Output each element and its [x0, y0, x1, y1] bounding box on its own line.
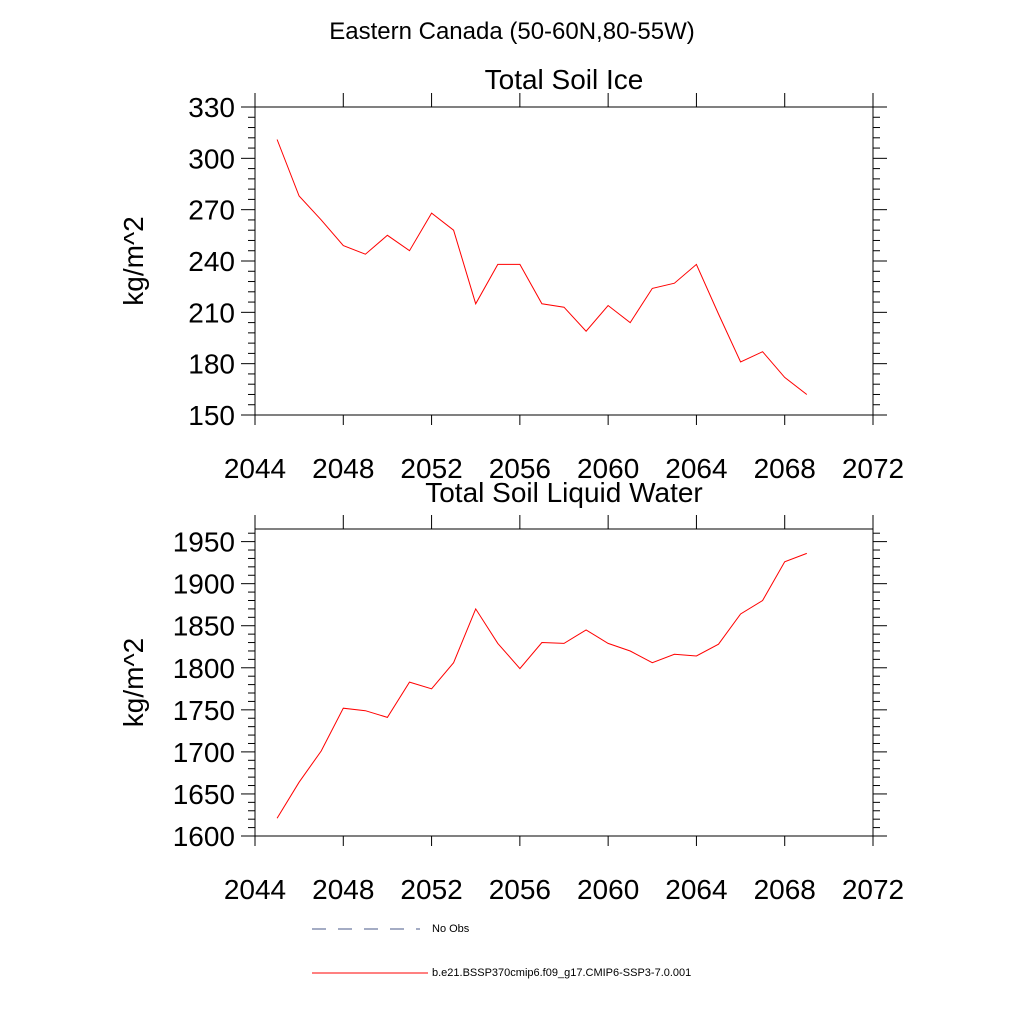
- chart-2-title: Total Soil Liquid Water: [425, 477, 703, 508]
- chart-2-x-tick-label: 2060: [577, 874, 639, 905]
- chart-1-y-tick-label: 210: [188, 297, 235, 328]
- chart-2-y-tick-label: 1700: [173, 737, 235, 768]
- chart-2-y-tick-label: 1900: [173, 569, 235, 600]
- chart-2-x-tick-label: 2048: [312, 874, 374, 905]
- figure-title: Eastern Canada (50-60N,80-55W): [0, 18, 1024, 46]
- chart-2-x-tick-label: 2064: [665, 874, 727, 905]
- chart-2-y-tick-label: 1850: [173, 611, 235, 642]
- chart-2-x-tick-label: 2068: [754, 874, 816, 905]
- chart-1-x-tick-label: 2048: [312, 453, 374, 484]
- chart-1-series-line: [277, 140, 807, 395]
- chart-1-y-tick-label: 330: [188, 92, 235, 123]
- chart-1-y-axis-label: kg/m^2: [118, 216, 149, 305]
- chart-1-title: Total Soil Ice: [485, 64, 644, 95]
- chart-2-y-tick-label: 1650: [173, 779, 235, 810]
- chart-2-x-tick-label: 2056: [489, 874, 551, 905]
- chart-2-series-line: [277, 553, 807, 818]
- chart-2-x-tick-label: 2052: [400, 874, 462, 905]
- chart-1-x-tick-label: 2044: [224, 453, 286, 484]
- chart-1-plot-frame: [255, 107, 873, 415]
- chart-2-y-tick-label: 1600: [173, 821, 235, 852]
- chart-2-x-tick-label: 2044: [224, 874, 286, 905]
- chart-2-y-tick-label: 1800: [173, 653, 235, 684]
- chart-1-x-tick-label: 2072: [842, 453, 904, 484]
- chart-1-y-tick-label: 300: [188, 143, 235, 174]
- chart-1-y-tick-label: 240: [188, 246, 235, 277]
- chart-2-x-tick-label: 2072: [842, 874, 904, 905]
- chart-1-y-tick-label: 180: [188, 349, 235, 380]
- chart-2-y-tick-label: 1950: [173, 527, 235, 558]
- chart-2-y-tick-label: 1750: [173, 695, 235, 726]
- chart-1-y-tick-label: 270: [188, 195, 235, 226]
- chart-2-plot-frame: [255, 529, 873, 836]
- chart-1-x-tick-label: 2068: [754, 453, 816, 484]
- chart-2-y-axis-label: kg/m^2: [118, 638, 149, 727]
- chart-1-y-tick-label: 150: [188, 400, 235, 431]
